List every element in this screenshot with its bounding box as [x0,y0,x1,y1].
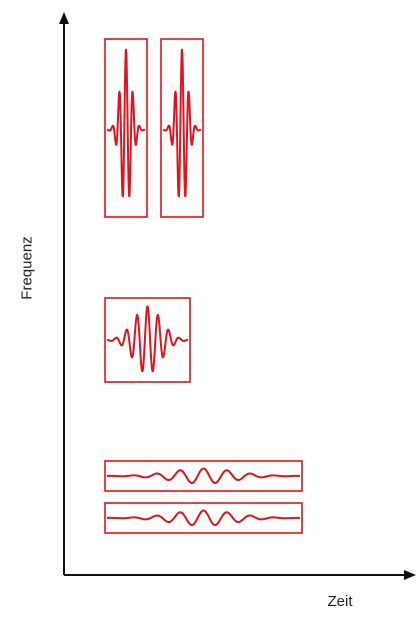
tile-high-frequency-2 [160,38,204,218]
tile-mid-frequency [104,297,191,383]
x-axis-label: Zeit [327,593,353,610]
tile-low-frequency-1 [104,460,303,492]
tile-high-frequency-2-wavelet [162,48,202,198]
tile-high-frequency-1-frame [104,38,148,218]
tile-low-frequency-1-frame [104,460,303,492]
time-frequency-tiles [104,38,303,534]
tile-high-frequency-2-frame [160,38,204,218]
x-axis-arrow-icon [404,570,416,580]
tile-high-frequency-1-wavelet [106,48,146,198]
tile-mid-frequency-wavelet [106,305,189,373]
tile-mid-frequency-frame [104,297,191,383]
y-axis-label: Frequenz [18,236,36,300]
tile-low-frequency-2-wavelet [106,509,301,526]
tile-low-frequency-1-wavelet [106,467,301,484]
tile-low-frequency-2-frame [104,502,303,534]
tile-high-frequency-1 [104,38,148,218]
tile-low-frequency-2 [104,502,303,534]
axes [59,12,416,580]
y-axis-arrow-icon [59,12,69,24]
